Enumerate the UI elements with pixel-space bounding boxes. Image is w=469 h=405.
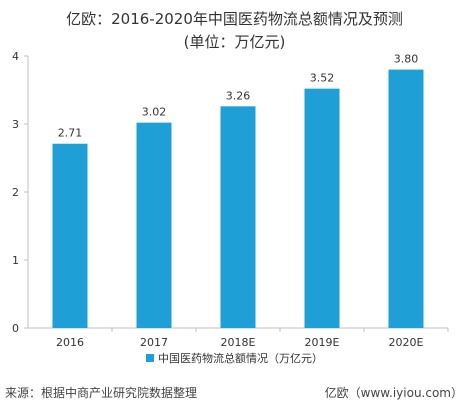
credit-note: 亿欧（www.iyiou.com） xyxy=(324,386,463,400)
y-tick-label: 3 xyxy=(12,118,19,131)
bar-value-label: 3.26 xyxy=(226,89,251,102)
bar xyxy=(220,106,256,328)
y-tick-label: 2 xyxy=(12,186,19,199)
bar-value-label: 3.02 xyxy=(142,106,167,119)
x-tick-label: 2017 xyxy=(140,336,168,349)
bar-value-label: 3.52 xyxy=(310,72,335,85)
bar-value-label: 2.71 xyxy=(58,127,83,140)
bar xyxy=(136,122,172,328)
legend-label: 中国医药物流总额情况（万亿元） xyxy=(158,351,323,365)
x-tick-label: 2020E xyxy=(389,336,424,349)
source-note: 来源：根据中商产业研究院数据整理 xyxy=(5,386,198,400)
x-tick-label: 2016 xyxy=(56,336,84,349)
x-tick-label: 2018E xyxy=(221,336,256,349)
bar-value-label: 3.80 xyxy=(394,53,419,66)
bar xyxy=(304,88,340,328)
legend-swatch xyxy=(146,354,154,362)
y-tick-label: 1 xyxy=(12,254,19,267)
chart-subtitle: (单位：万亿元) xyxy=(183,33,286,51)
bar xyxy=(52,143,88,328)
bar xyxy=(388,69,424,328)
y-tick-label: 4 xyxy=(12,50,19,63)
y-tick-label: 0 xyxy=(12,322,19,335)
chart-title: 亿欧：2016-2020年中国医药物流总额情况及预测 xyxy=(66,10,403,28)
x-tick-label: 2019E xyxy=(305,336,340,349)
